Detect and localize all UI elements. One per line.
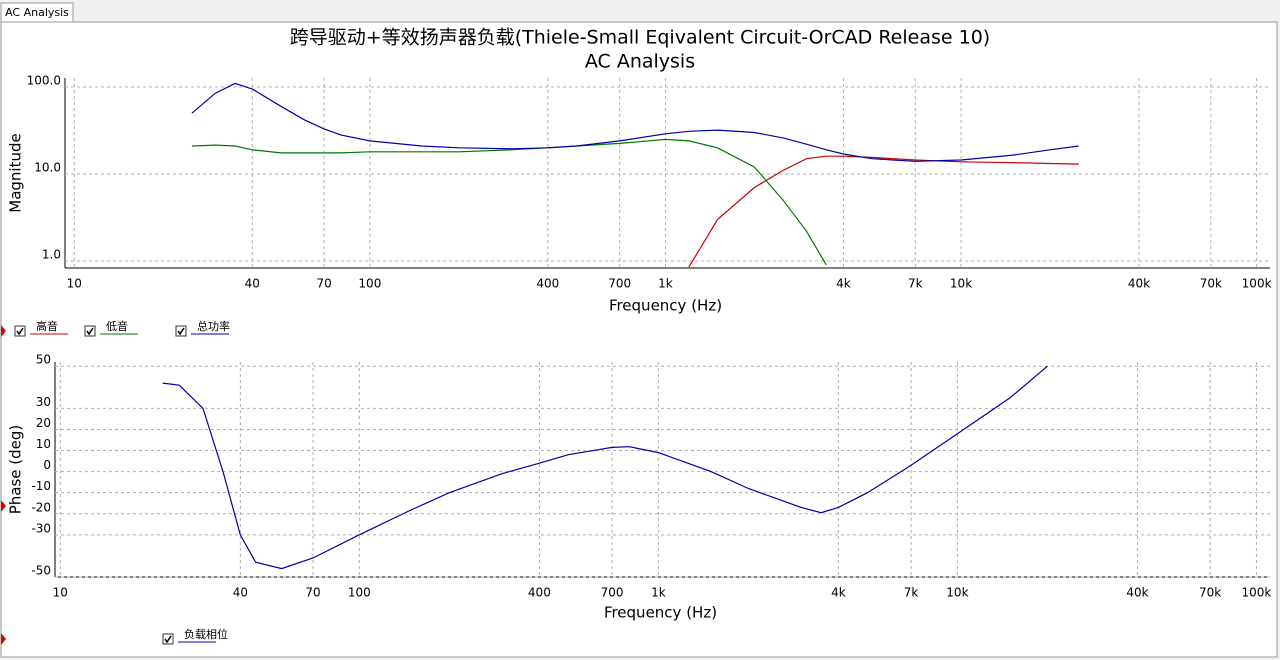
legend-check	[177, 327, 185, 336]
x-axis-label: Frequency (Hz)	[604, 604, 717, 622]
x-tick-label: 40	[233, 586, 248, 600]
series-line	[191, 82, 1079, 162]
x-tick-label: 70k	[1199, 586, 1221, 600]
x-tick-label: 40k	[1126, 586, 1148, 600]
x-tick-label: 40k	[1128, 277, 1150, 291]
tab-label[interactable]: AC Analysis	[5, 6, 69, 19]
x-axis-label: Frequency (Hz)	[609, 297, 722, 315]
legend-check	[164, 635, 172, 644]
x-tick-label: 10k	[950, 277, 972, 291]
x-tick-label: 10	[53, 586, 68, 600]
y-tick-label: 0	[43, 458, 51, 472]
y-tick-label: 100.0	[27, 74, 61, 88]
legend-check	[86, 327, 94, 336]
y-tick-label: 50	[36, 353, 51, 367]
legend-check	[16, 327, 24, 336]
series-line	[162, 365, 1048, 570]
legend-label: 低音	[106, 319, 128, 333]
y-tick-label: -20	[31, 500, 51, 514]
x-tick-label: 400	[528, 586, 551, 600]
x-tick-label: 10	[67, 277, 82, 291]
legend-label: 总功率	[197, 319, 230, 333]
series-line	[191, 138, 827, 266]
x-tick-label: 700	[608, 277, 631, 291]
x-tick-label: 40	[245, 277, 260, 291]
chart-title: 跨导驱动+等效扬声器负载(Thiele-Small Eqivalent Circ…	[290, 27, 990, 49]
legend-checkbox	[14, 325, 26, 337]
x-tick-label: 7k	[908, 277, 923, 291]
x-tick-label: 100k	[1242, 277, 1272, 291]
y-tick-label: -10	[31, 479, 51, 493]
y-tick-label: 30	[36, 395, 51, 409]
marker	[1, 500, 6, 512]
x-tick-label: 1k	[658, 277, 673, 291]
legend-checkbox	[162, 633, 174, 645]
legend-label: 高音	[36, 319, 58, 333]
x-tick-label: 7k	[904, 586, 919, 600]
x-tick-label: 4k	[836, 277, 851, 291]
x-tick-label: 70k	[1200, 277, 1222, 291]
x-tick-label: 400	[536, 277, 559, 291]
x-tick-label: 70	[305, 586, 320, 600]
x-tick-label: 4k	[831, 586, 846, 600]
y-tick-label: -30	[31, 521, 51, 535]
y-tick-label: 10.0	[34, 160, 61, 174]
legend-checkbox	[175, 325, 187, 337]
legend-label: 负载相位	[184, 627, 228, 641]
x-tick-label: 70	[316, 277, 331, 291]
y-axis-label: Phase (deg)	[7, 425, 25, 515]
series-line	[688, 155, 1079, 268]
chart-subtitle: AC Analysis	[585, 51, 695, 73]
y-tick-label: 20	[36, 416, 51, 430]
y-axis-label: Magnitude	[7, 133, 25, 212]
panel	[0, 21, 1278, 658]
marker	[1, 325, 6, 337]
x-tick-label: 1k	[651, 586, 666, 600]
marker	[1, 633, 6, 645]
legend-checkbox	[84, 325, 96, 337]
x-tick-label: 100k	[1242, 586, 1272, 600]
x-tick-label: 100	[358, 277, 381, 291]
x-tick-label: 10k	[946, 586, 968, 600]
y-tick-label: -50	[31, 564, 51, 578]
y-tick-label: 10	[36, 437, 51, 451]
y-tick-label: 1.0	[42, 247, 61, 261]
x-tick-label: 100	[348, 586, 371, 600]
x-tick-label: 700	[601, 586, 624, 600]
